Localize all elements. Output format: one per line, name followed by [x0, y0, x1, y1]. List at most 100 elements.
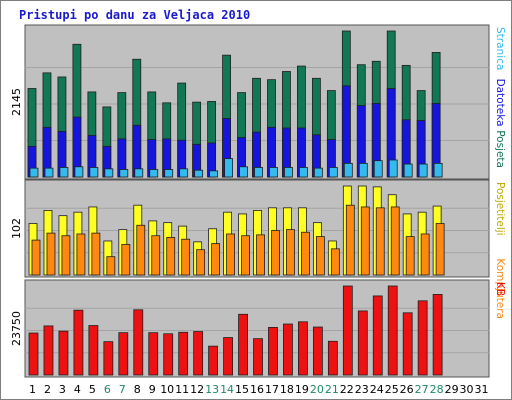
bar-stranica-day-19	[299, 167, 308, 178]
legend-datoteka: Datoteka	[494, 79, 506, 127]
x-tick-day-12: 12	[190, 383, 204, 396]
x-tick-day-24: 24	[370, 383, 384, 396]
bar-kb-day-23	[357, 310, 368, 376]
bar-kompjutera-day-16	[256, 234, 265, 276]
bar-kompjutera-day-1	[31, 239, 41, 276]
x-tick-day-16: 16	[250, 383, 264, 396]
x-tick-day-5: 5	[89, 383, 96, 396]
bar-stranica-day-4	[74, 166, 84, 178]
bar-kb-day-21	[327, 340, 338, 376]
bar-stranica-day-14	[224, 158, 233, 178]
x-tick-day-20: 20	[310, 383, 324, 396]
x-tick-day-26: 26	[400, 383, 414, 396]
bar-stranica-day-12	[194, 169, 204, 178]
x-tick-day-17: 17	[265, 383, 279, 396]
bar-stranica-day-26	[403, 163, 413, 178]
bar-kompjutera-day-20	[315, 236, 325, 276]
panel-2-axis-max-label: 102	[10, 218, 23, 239]
bar-stranica-day-17	[269, 167, 278, 178]
x-tick-day-6: 6	[104, 383, 111, 396]
bar-kompjutera-day-8	[136, 224, 146, 276]
bar-kompjutera-day-4	[76, 233, 86, 276]
bar-kompjutera-day-3	[61, 235, 71, 276]
bar-kb-day-7	[118, 332, 129, 376]
x-tick-day-11: 11	[175, 383, 189, 396]
x-tick-day-3: 3	[59, 383, 66, 396]
x-tick-day-23: 23	[355, 383, 369, 396]
legend-posjeta: Posjeta	[494, 130, 506, 168]
bar-kb-day-2	[43, 325, 54, 376]
bar-kb-day-13	[208, 345, 219, 376]
x-tick-day-13: 13	[205, 383, 219, 396]
bar-kb-day-1	[28, 332, 39, 376]
x-tick-day-7: 7	[119, 383, 126, 396]
bar-kb-day-5	[88, 325, 99, 376]
bar-kompjutera-day-26	[405, 236, 415, 276]
bar-kb-day-28	[432, 294, 443, 376]
bar-kompjutera-day-18	[286, 229, 295, 276]
legend-kompjutera: Kompjutera	[494, 258, 506, 319]
x-tick-day-4: 4	[74, 383, 81, 396]
bar-kompjutera-day-22	[345, 204, 355, 276]
legend-posjetitelji: Posjetitelji	[494, 182, 506, 236]
bar-kb-day-24	[372, 295, 383, 376]
bar-stranica-day-24	[373, 160, 383, 178]
panel-3-axis-max-label: 23750	[10, 311, 23, 346]
chart-title: Pristupi po danu za Veljaca 2010	[19, 8, 251, 22]
bar-kb-day-25	[387, 285, 398, 376]
x-tick-day-14: 14	[220, 383, 234, 396]
bar-kb-day-12	[193, 331, 204, 376]
bar-stranica-day-13	[209, 170, 219, 178]
bar-kompjutera-day-10	[166, 237, 176, 276]
bar-stranica-day-28	[433, 162, 443, 178]
bar-kb-day-18	[283, 323, 293, 376]
bar-kompjutera-day-21	[330, 248, 340, 276]
bar-kompjutera-day-7	[121, 244, 131, 276]
bar-kompjutera-day-5	[91, 232, 101, 276]
bar-kb-day-8	[133, 309, 144, 376]
bar-stranica-day-16	[254, 167, 263, 178]
x-tick-day-9: 9	[149, 383, 156, 396]
bar-kb-day-27	[417, 300, 428, 376]
bar-stranica-day-8	[134, 168, 144, 178]
x-tick-day-10: 10	[160, 383, 174, 396]
x-tick-day-15: 15	[235, 383, 249, 396]
bar-kompjutera-day-28	[435, 223, 445, 276]
bar-kb-day-15	[238, 313, 248, 376]
bar-kb-day-14	[223, 337, 233, 376]
bar-stranica-day-1	[29, 167, 39, 178]
bar-kompjutera-day-19	[301, 231, 310, 276]
bar-kompjutera-day-12	[196, 249, 206, 276]
bar-kb-day-11	[178, 331, 189, 376]
x-tick-day-1: 1	[29, 383, 36, 396]
bar-stranica-day-6	[104, 168, 114, 178]
bar-stranica-day-3	[59, 167, 69, 178]
bar-kb-day-6	[103, 341, 114, 376]
bar-kb-day-10	[163, 333, 174, 376]
bar-kompjutera-day-11	[181, 238, 191, 276]
bar-kompjutera-day-17	[271, 230, 280, 276]
bar-kb-day-4	[73, 309, 84, 376]
bar-stranica-day-25	[388, 159, 398, 178]
bar-kb-day-20	[312, 326, 323, 376]
bar-kb-day-26	[402, 312, 413, 376]
bar-kb-day-9	[148, 332, 159, 376]
bar-stranica-day-11	[179, 168, 189, 178]
x-tick-day-19: 19	[295, 383, 309, 396]
bar-kompjutera-day-25	[390, 206, 400, 276]
x-tick-day-25: 25	[385, 383, 399, 396]
bar-stranica-day-10	[164, 169, 174, 178]
bar-kompjutera-day-15	[241, 235, 250, 276]
bar-stranica-day-5	[89, 167, 99, 178]
x-tick-day-30: 30	[460, 383, 474, 396]
bar-stranica-day-15	[239, 166, 248, 178]
x-tick-day-2: 2	[44, 383, 51, 396]
bar-kompjutera-day-2	[46, 232, 56, 276]
bar-kompjutera-day-23	[360, 206, 370, 276]
bar-stranica-day-18	[284, 167, 293, 178]
x-tick-day-27: 27	[415, 383, 429, 396]
bar-stranica-day-22	[343, 162, 353, 178]
panel-1-axis-max-label: 2145	[10, 88, 23, 116]
bar-kompjutera-day-24	[375, 207, 385, 276]
